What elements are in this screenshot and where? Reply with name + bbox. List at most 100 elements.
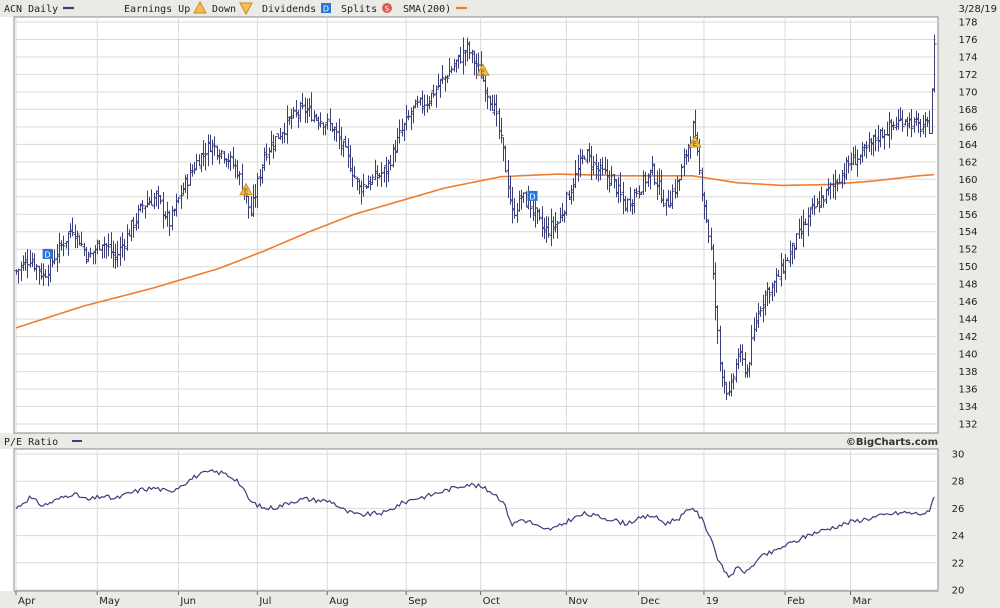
x-tick-label: May [99, 596, 120, 607]
chart-date: 3/28/19 [958, 4, 997, 15]
ohlc-bar [203, 143, 208, 171]
ohlc-bar [537, 208, 542, 221]
price-y-tick: 174 [958, 52, 977, 63]
price-y-tick: 152 [958, 245, 977, 256]
price-y-tick: 138 [958, 367, 977, 378]
legend-label: Earnings Up [124, 4, 190, 15]
earnings-triangle [239, 182, 253, 196]
ohlc-bar [115, 240, 120, 268]
legend-label: Dividends [262, 4, 316, 15]
ohlc-bar [185, 174, 190, 200]
ohlc-bar [828, 182, 833, 200]
x-tick-label: Feb [787, 596, 805, 607]
pe-ratio-line [15, 469, 935, 579]
event-markers: E E E D D [42, 63, 702, 259]
ohlc-bar [379, 162, 384, 188]
ohlc-bar [79, 231, 84, 247]
x-tick-label: Jun [179, 596, 196, 607]
ohlc-bar [97, 240, 102, 251]
x-tick-label: Oct [483, 596, 500, 607]
ohlc-bar [300, 92, 305, 110]
dividend-icon [321, 3, 331, 13]
ohlc-bar [724, 382, 729, 400]
legend-item-line-swatch: SMA(200) [403, 4, 467, 15]
copyright-label: ©BigCharts.com [846, 437, 938, 448]
price-y-tick: 170 [958, 87, 977, 98]
ohlc-bar [291, 106, 296, 119]
split-icon-glyph: S [385, 5, 390, 13]
x-axis-bar [0, 591, 1000, 608]
legend: ACN Daily Earnings Up Down Dividends D Splits… [4, 0, 467, 16]
ohlc-bar [521, 192, 526, 203]
ohlc-bar [609, 165, 614, 186]
price-y-tick: 150 [958, 262, 977, 273]
sma-200-path [15, 173, 935, 329]
legend-label: Splits [341, 4, 377, 15]
ohlc-bars [14, 34, 937, 400]
ohlc-bar [122, 238, 127, 261]
ohlc-bar [812, 195, 817, 216]
earnings-triangle [476, 63, 490, 76]
ohlc-bar [75, 230, 80, 249]
ohlc-bar [634, 187, 639, 198]
ohlc-bar [167, 210, 172, 237]
earnings-glyph: E [481, 68, 485, 76]
price-y-tick: 166 [958, 122, 977, 133]
ohlc-bar [499, 117, 504, 144]
ohlc-bar [228, 151, 233, 171]
ohlc-bar [70, 217, 75, 237]
x-tick-label: Dec [641, 596, 660, 607]
ohlc-bar [767, 286, 772, 304]
ohlc-bar [434, 85, 439, 108]
ohlc-bar [273, 135, 278, 152]
pe-header-bar [0, 433, 1000, 449]
ohlc-bar [722, 369, 727, 394]
legend-label: Down [212, 4, 236, 15]
dividend-square [42, 248, 53, 259]
ohlc-bar [625, 198, 630, 213]
pe-y-tick: 24 [952, 531, 965, 542]
ohlc-bar [790, 242, 795, 265]
ohlc-bar [758, 306, 763, 317]
price-y-tick: 162 [958, 157, 977, 168]
sma-200-line [15, 173, 935, 329]
price-y-tick: 146 [958, 297, 977, 308]
price-y-tick: 164 [958, 140, 977, 151]
dividend-glyph: D [44, 250, 50, 259]
ohlc-bar [591, 155, 596, 175]
ohlc-bar [618, 172, 623, 203]
ohlc-bar [246, 195, 251, 219]
ohlc-bar [661, 189, 666, 208]
earnings-glyph: E [693, 140, 697, 148]
ohlc-bar [918, 119, 923, 138]
ohlc-bar [212, 136, 217, 156]
dividend-square [527, 190, 538, 201]
earnings-glyph: E [244, 188, 248, 196]
price-y-tick: 172 [958, 70, 977, 81]
ohlc-bar [503, 145, 508, 173]
price-y-tick: 154 [958, 227, 977, 238]
pe-y-tick: 30 [952, 450, 965, 461]
pe-y-tick: 22 [952, 558, 965, 569]
price-y-tick: 176 [958, 35, 977, 46]
pe-y-axis-bar [938, 449, 1000, 591]
pe-path [15, 469, 935, 579]
ohlc-bar [821, 195, 826, 208]
ohlc-bar [582, 155, 587, 160]
ohlc-bar [149, 189, 154, 206]
price-y-tick: 140 [958, 350, 977, 361]
ohlc-bar [704, 199, 709, 223]
ohlc-bar [397, 119, 402, 144]
ohlc-bar [891, 121, 896, 131]
price-y-tick: 158 [958, 192, 977, 203]
ohlc-bar [573, 159, 578, 189]
price-y-tick: 136 [958, 385, 977, 396]
price-y-tick: 144 [958, 315, 977, 326]
earnings-down-icon [239, 2, 253, 16]
dividend-marker: D [42, 248, 53, 259]
ohlc-bar [900, 110, 905, 132]
dividend-glyph: D [529, 192, 535, 201]
dividend-icon-glyph: D [323, 5, 329, 14]
